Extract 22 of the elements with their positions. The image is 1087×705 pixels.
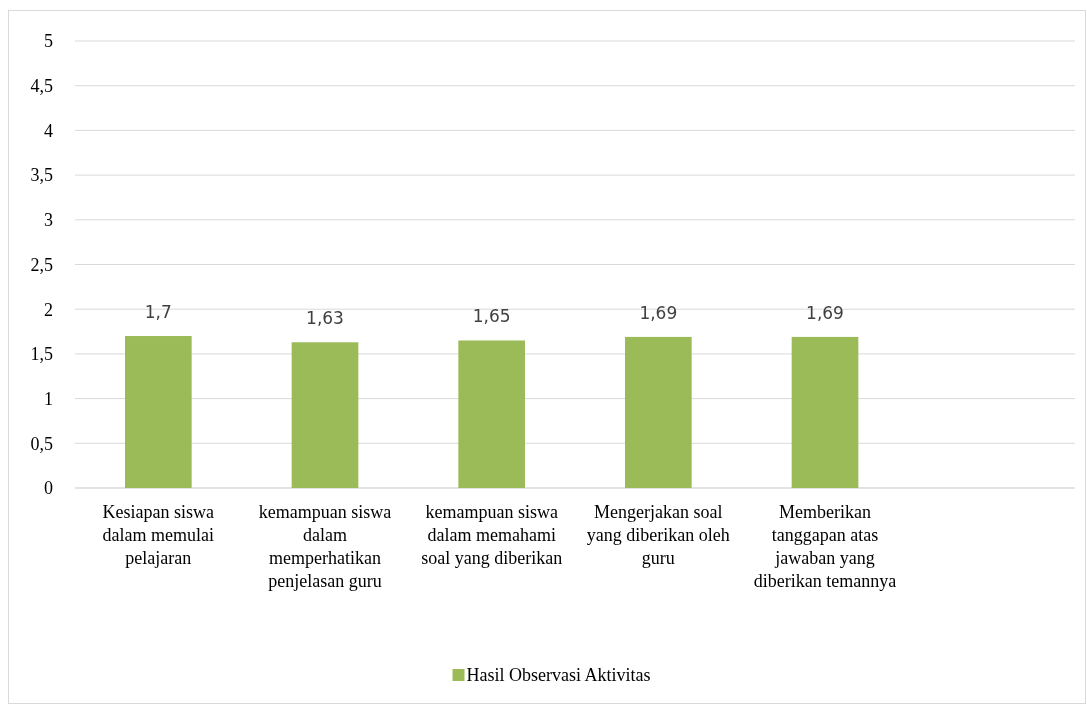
x-tick-label: kemampuan siswa dalam memperhatikan penjelasan guru (258, 502, 392, 591)
legend-label: Hasil Observasi Aktivitas (466, 665, 651, 686)
x-tick-label: kemampuan siswa dalam memahami soal yang diberikan (421, 502, 563, 568)
y-tick-label: 2,5 (30, 254, 53, 275)
data-label: 1,69 (806, 302, 844, 323)
data-label: 1,63 (306, 308, 344, 329)
data-label: 1,65 (472, 306, 511, 327)
data-label: 1,69 (639, 302, 678, 323)
y-tick-label: 1 (44, 388, 53, 409)
y-tick-label: 1,5 (30, 344, 53, 365)
y-tick-label: 0 (44, 478, 53, 499)
y-tick-label: 4,5 (30, 76, 53, 96)
y-tick-label: 2 (44, 299, 53, 320)
x-tick-label: Memberikan tanggapan atas jawaban yang diberikan temannya (753, 502, 897, 591)
x-tick-label: Kesiapan siswa dalam memulai pelajaran (102, 502, 215, 568)
x-tick-label: Mengerjakan soal yang diberikan oleh guru (586, 502, 730, 568)
data-label: 1,7 (144, 302, 172, 323)
y-tick-label: 4 (44, 120, 53, 141)
y-tick-label: 3,5 (30, 165, 53, 186)
y-tick-label: 5 (44, 31, 53, 52)
y-tick-label: 0,5 (30, 433, 53, 454)
y-tick-label: 3 (44, 210, 53, 231)
